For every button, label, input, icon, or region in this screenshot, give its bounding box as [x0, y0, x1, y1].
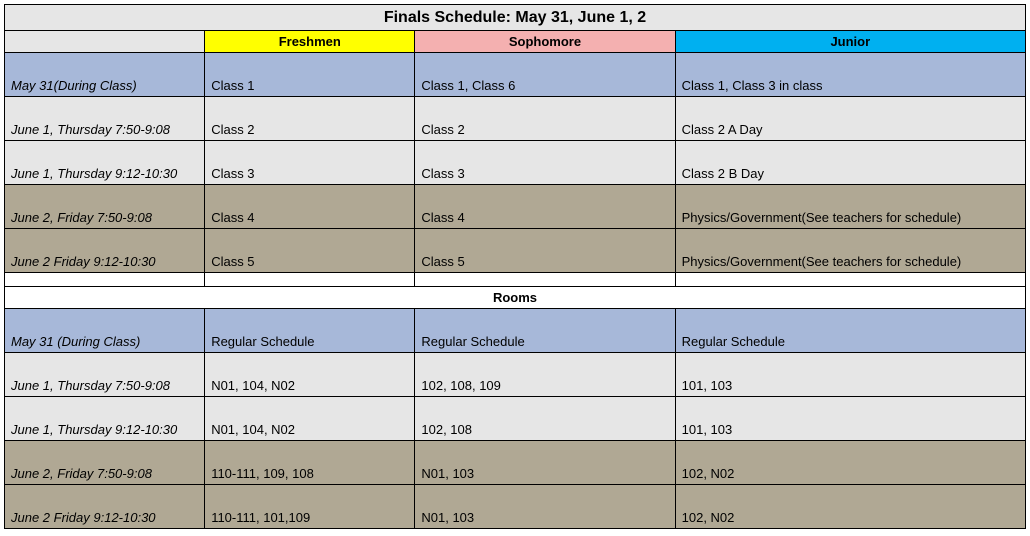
data-cell: 102, N02 — [675, 485, 1025, 529]
freshmen-header: Freshmen — [205, 31, 415, 53]
time-cell: June 1, Thursday 9:12-10:30 — [5, 397, 205, 441]
table-row: June 1, Thursday 7:50-9:08N01, 104, N021… — [5, 353, 1026, 397]
data-cell: Physics/Government(See teachers for sche… — [675, 185, 1025, 229]
data-cell: Class 2 — [415, 97, 675, 141]
time-cell: June 1, Thursday 7:50-9:08 — [5, 97, 205, 141]
table-row: June 2, Friday 7:50-9:08Class 4Class 4Ph… — [5, 185, 1026, 229]
divider-row — [5, 273, 1026, 287]
table-row: June 1, Thursday 9:12-10:30Class 3Class … — [5, 141, 1026, 185]
data-cell: Class 4 — [205, 185, 415, 229]
data-cell: Class 3 — [205, 141, 415, 185]
data-cell: 101, 103 — [675, 353, 1025, 397]
finals-schedule-table: Finals Schedule: May 31, June 1, 2 Fresh… — [4, 4, 1026, 529]
data-cell: Class 5 — [415, 229, 675, 273]
data-cell: Class 1 — [205, 53, 415, 97]
table-row: June 2 Friday 9:12-10:30110-111, 101,109… — [5, 485, 1026, 529]
data-cell: N01, 103 — [415, 441, 675, 485]
data-cell: Physics/Government(See teachers for sche… — [675, 229, 1025, 273]
data-cell: Class 5 — [205, 229, 415, 273]
rooms-header: Rooms — [5, 287, 1026, 309]
data-cell: N01, 103 — [415, 485, 675, 529]
data-cell: 102, 108, 109 — [415, 353, 675, 397]
data-cell: Class 2 B Day — [675, 141, 1025, 185]
data-cell: 102, N02 — [675, 441, 1025, 485]
time-cell: June 1, Thursday 9:12-10:30 — [5, 141, 205, 185]
table-row: June 1, Thursday 9:12-10:30N01, 104, N02… — [5, 397, 1026, 441]
data-cell: 101, 103 — [675, 397, 1025, 441]
table-row: May 31(During Class)Class 1Class 1, Clas… — [5, 53, 1026, 97]
data-cell: 110-111, 109, 108 — [205, 441, 415, 485]
data-cell: N01, 104, N02 — [205, 353, 415, 397]
data-cell: Regular Schedule — [205, 309, 415, 353]
data-cell: Regular Schedule — [675, 309, 1025, 353]
sophomore-header: Sophomore — [415, 31, 675, 53]
time-cell: May 31 (During Class) — [5, 309, 205, 353]
data-cell: Class 4 — [415, 185, 675, 229]
data-cell: Class 2 A Day — [675, 97, 1025, 141]
time-cell: June 1, Thursday 7:50-9:08 — [5, 353, 205, 397]
data-cell: Class 1, Class 3 in class — [675, 53, 1025, 97]
time-cell: June 2 Friday 9:12-10:30 — [5, 485, 205, 529]
data-cell: Class 2 — [205, 97, 415, 141]
time-cell: June 2, Friday 7:50-9:08 — [5, 441, 205, 485]
title-row: Finals Schedule: May 31, June 1, 2 — [5, 5, 1026, 31]
data-cell: 110-111, 101,109 — [205, 485, 415, 529]
time-header-blank — [5, 31, 205, 53]
table-row: May 31 (During Class)Regular ScheduleReg… — [5, 309, 1026, 353]
rooms-header-row: Rooms — [5, 287, 1026, 309]
table-row: June 2 Friday 9:12-10:30Class 5Class 5Ph… — [5, 229, 1026, 273]
time-cell: May 31(During Class) — [5, 53, 205, 97]
data-cell: Class 3 — [415, 141, 675, 185]
data-cell: 102, 108 — [415, 397, 675, 441]
table-row: June 1, Thursday 7:50-9:08Class 2Class 2… — [5, 97, 1026, 141]
data-cell: N01, 104, N02 — [205, 397, 415, 441]
schedule-title: Finals Schedule: May 31, June 1, 2 — [5, 5, 1026, 31]
junior-header: Junior — [675, 31, 1025, 53]
header-row: Freshmen Sophomore Junior — [5, 31, 1026, 53]
time-cell: June 2 Friday 9:12-10:30 — [5, 229, 205, 273]
data-cell: Regular Schedule — [415, 309, 675, 353]
time-cell: June 2, Friday 7:50-9:08 — [5, 185, 205, 229]
data-cell: Class 1, Class 6 — [415, 53, 675, 97]
table-row: June 2, Friday 7:50-9:08110-111, 109, 10… — [5, 441, 1026, 485]
